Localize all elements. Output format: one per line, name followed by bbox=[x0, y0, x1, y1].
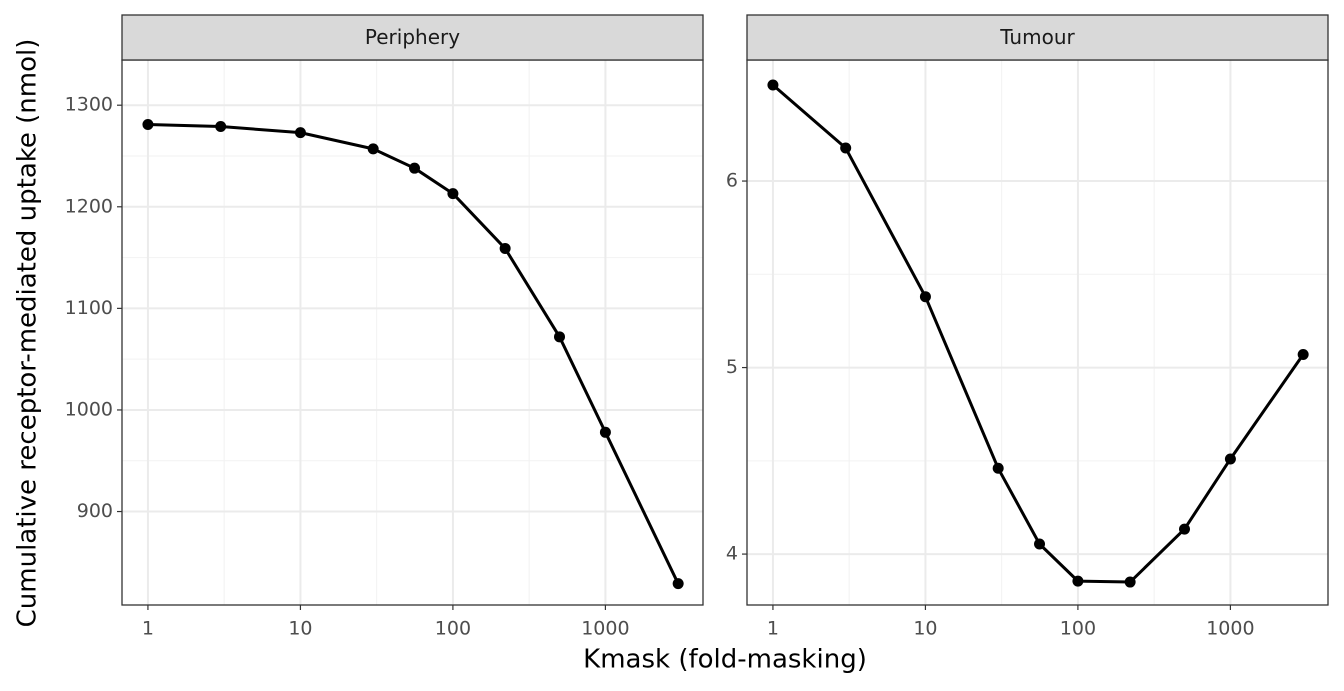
y-tick-label: 6 bbox=[726, 170, 738, 192]
x-tick-label: 1000 bbox=[581, 618, 629, 640]
y-axis-title: Cumulative receptor-mediated uptake (nmo… bbox=[13, 39, 43, 628]
data-point bbox=[1072, 575, 1084, 587]
strip bbox=[746, 14, 1329, 61]
series-line bbox=[771, 83, 1305, 584]
data-point bbox=[1179, 523, 1191, 535]
data-point bbox=[215, 121, 227, 133]
panel-background bbox=[747, 60, 1328, 605]
x-tick-label: 10 bbox=[288, 618, 312, 640]
data-point bbox=[1034, 538, 1046, 550]
data-point bbox=[142, 119, 154, 131]
x-tick-label: 100 bbox=[1060, 618, 1096, 640]
strip-label: Periphery bbox=[365, 25, 460, 49]
data-point bbox=[767, 79, 779, 91]
x-tick-label: 10 bbox=[913, 618, 937, 640]
data-point bbox=[294, 127, 306, 139]
data-point bbox=[1297, 349, 1309, 361]
series-line bbox=[147, 123, 680, 585]
y-tick-label: 5 bbox=[726, 356, 738, 378]
data-point bbox=[409, 162, 421, 174]
data-point bbox=[672, 578, 684, 590]
data-point bbox=[840, 142, 852, 154]
data-point bbox=[1124, 576, 1136, 588]
panel-background bbox=[122, 60, 703, 605]
y-tick-label: 4 bbox=[726, 543, 738, 565]
x-tick-label: 1 bbox=[142, 618, 154, 640]
strip bbox=[121, 14, 704, 61]
data-point bbox=[919, 291, 931, 303]
data-point bbox=[1224, 453, 1236, 465]
data-point bbox=[499, 242, 511, 254]
data-point bbox=[554, 331, 566, 343]
y-tick-label: 900 bbox=[77, 500, 113, 522]
data-point bbox=[447, 188, 459, 200]
data-point bbox=[599, 426, 611, 438]
data-point bbox=[367, 143, 379, 155]
y-tick-label: 1000 bbox=[65, 398, 113, 420]
data-point bbox=[992, 462, 1004, 474]
strip-label: Tumour bbox=[999, 25, 1075, 49]
x-tick-label: 1 bbox=[767, 618, 779, 640]
y-tick-label: 1100 bbox=[65, 297, 113, 319]
x-tick-label: 1000 bbox=[1206, 618, 1254, 640]
x-tick-label: 100 bbox=[435, 618, 471, 640]
y-tick-label: 1200 bbox=[65, 195, 113, 217]
x-axis-title: Kmask (fold-masking) bbox=[583, 645, 867, 675]
y-tick-label: 1300 bbox=[65, 94, 113, 116]
